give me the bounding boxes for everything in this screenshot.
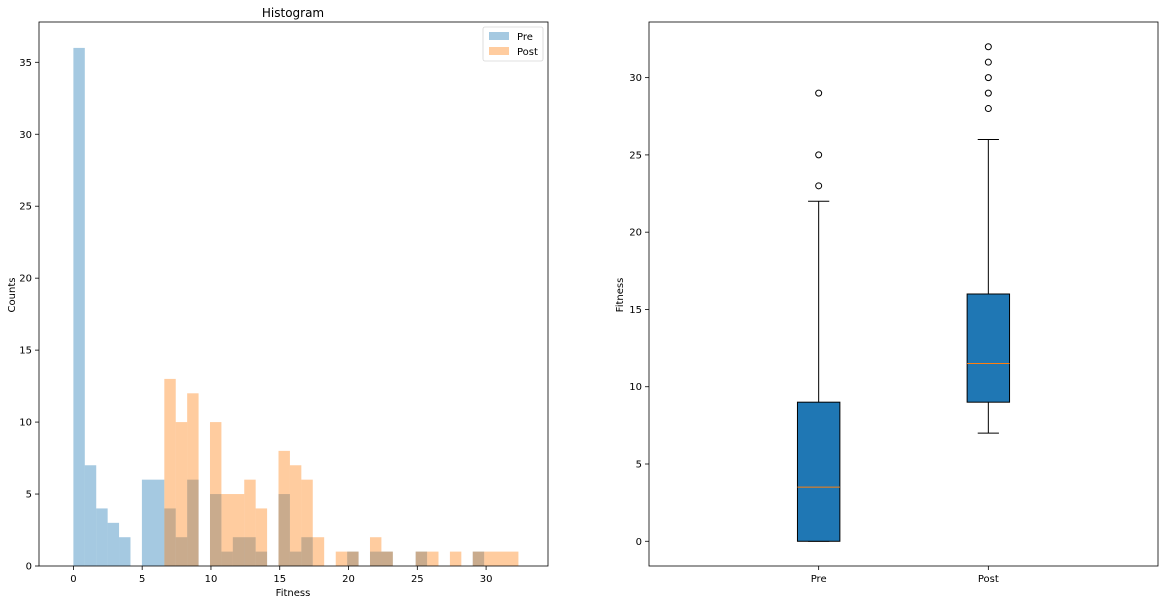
hist-y-tick-label: 35: [19, 58, 32, 69]
hist-bar-post-13: [369, 537, 382, 566]
hist-y-tick-label: 15: [19, 346, 32, 357]
hist-bar-pre-16: [278, 494, 290, 566]
hist-y-tick-label: 20: [19, 274, 32, 285]
hist-bar-post-11: [335, 551, 348, 566]
hist-y-tick-label: 25: [19, 202, 32, 213]
hist-bar-pre-14: [255, 551, 268, 566]
hist-bar-post-0: [164, 378, 176, 566]
hist-y-tick-label: 30: [19, 130, 32, 141]
box-pre: [796, 401, 841, 542]
box-x-tick-label: Post: [978, 574, 999, 585]
histogram-x-axis-label: Fitness: [276, 588, 311, 599]
hist-bar-post-7: [278, 450, 290, 566]
hist-bar-pre-4: [119, 537, 131, 566]
legend-frame: [482, 26, 544, 62]
hist-bar-post-3: [209, 422, 222, 566]
outlier-post-3: [984, 58, 992, 66]
hist-bar-post-15: [415, 551, 428, 566]
hist-x-tick-label: 15: [273, 574, 286, 585]
box-y-tick-label: 15: [629, 305, 642, 316]
hist-x-tick-label: 20: [342, 574, 355, 585]
box-y-tick-label: 5: [636, 460, 642, 471]
histogram-chart: Histogram 0 5 10 15 20 25 30 0 5 10 15 20 25 30 35 Fi…: [7, 6, 549, 599]
hist-bar-post-9: [301, 479, 313, 566]
hist-y-tick-label: 10: [19, 418, 32, 429]
legend-swatch-pre: [489, 32, 509, 40]
histogram-bars: [73, 47, 519, 566]
histogram-x-ticks: 0 5 10 15 20 25 30: [70, 566, 492, 585]
hist-bar-pre-7: [164, 508, 176, 566]
hist-bar-post-16: [427, 551, 439, 566]
hist-bar-post-14: [381, 551, 393, 566]
histogram-plot-frame: [38, 21, 549, 567]
hist-bar-post-4: [221, 494, 245, 566]
outlier-pre-2: [815, 89, 823, 97]
hist-bar-pre-22: [472, 551, 485, 566]
hist-bar-post-19: [484, 551, 519, 566]
hist-bar-post-6: [255, 508, 268, 566]
legend-label-pre: Pre: [517, 32, 533, 43]
hist-bar-pre-13: [232, 537, 256, 566]
hist-x-tick-label: 10: [205, 574, 218, 585]
histogram-y-ticks: 0 5 10 15 20 25 30 35: [19, 58, 39, 573]
hist-bar-pre-20: [369, 551, 393, 566]
outlier-post-1: [984, 89, 992, 97]
hist-bar-post-17: [449, 551, 462, 566]
box-y-tick-label: 10: [629, 382, 642, 393]
outlier-post-2: [984, 74, 992, 82]
boxplot-x-ticks: Pre Post: [811, 566, 999, 585]
hist-bar-post-1: [175, 422, 188, 566]
hist-bar-pre-11: [209, 494, 222, 566]
hist-bar-pre-8: [175, 537, 188, 566]
hist-bar-post-5: [244, 479, 256, 566]
hist-x-tick-label: 0: [70, 574, 76, 585]
boxplot-y-ticks: 0 5 10 15 20 25 30: [629, 73, 649, 548]
histogram-legend: Pre Post: [482, 26, 544, 62]
legend-swatch-post: [489, 47, 509, 55]
legend-label-post: Post: [517, 47, 538, 58]
hist-bar-post-2: [187, 393, 199, 566]
hist-x-tick-label: 25: [411, 574, 424, 585]
hist-bar-post-8: [289, 465, 302, 566]
outlier-post-4: [984, 43, 992, 51]
hist-x-tick-label: 30: [480, 574, 493, 585]
hist-bar-pre-21: [415, 551, 428, 566]
boxplot-chart: Pre Post 0 5 10 15 20 25 30 Fitness: [615, 21, 1159, 585]
hist-bar-post-10: [312, 537, 325, 566]
box-y-tick-label: 20: [629, 228, 642, 239]
hist-bar-pre-0: [73, 47, 85, 566]
box-y-tick-label: 30: [629, 73, 642, 84]
hist-bar-post-18: [472, 551, 485, 566]
hist-y-tick-label: 0: [26, 562, 32, 573]
outlier-pre-0: [815, 182, 823, 190]
hist-bar-pre-19: [347, 551, 359, 566]
histogram-y-axis-label: Counts: [7, 278, 18, 313]
hist-bar-pre-17: [289, 551, 302, 566]
hist-y-tick-label: 5: [26, 490, 32, 501]
boxplot-marks: [796, 43, 1011, 542]
boxplot-y-axis-label: Fitness: [615, 278, 626, 313]
box-post: [966, 293, 1011, 403]
outlier-post-0: [984, 105, 992, 113]
hist-bar-post-12: [347, 551, 359, 566]
hist-bar-pre-9: [187, 479, 199, 566]
hist-bar-pre-18: [301, 537, 313, 566]
hist-x-tick-label: 5: [139, 574, 145, 585]
outlier-pre-1: [815, 151, 823, 159]
box-y-tick-label: 0: [636, 537, 642, 548]
hist-bar-pre-1: [84, 465, 97, 566]
hist-bar-pre-3: [107, 522, 120, 566]
hist-bar-pre-2: [96, 508, 108, 566]
boxplot-plot-frame: [648, 21, 1159, 567]
histogram-title: Histogram: [262, 6, 324, 20]
hist-bar-pre-6: [141, 479, 165, 566]
box-y-tick-label: 25: [629, 150, 642, 161]
box-x-tick-label: Pre: [811, 574, 827, 585]
hist-bar-pre-12: [221, 551, 233, 566]
